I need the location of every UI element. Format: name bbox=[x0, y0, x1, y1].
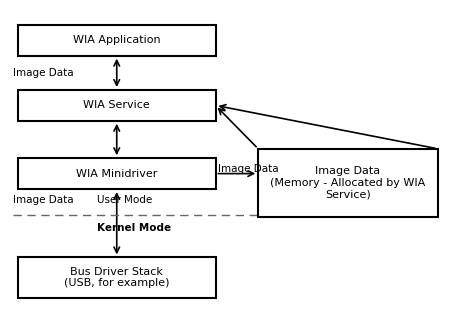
Text: Image Data
(Memory - Allocated by WIA
Service): Image Data (Memory - Allocated by WIA Se… bbox=[270, 166, 426, 200]
FancyBboxPatch shape bbox=[258, 149, 438, 217]
Text: WIA Service: WIA Service bbox=[84, 100, 150, 110]
Text: Image Data: Image Data bbox=[13, 195, 74, 205]
Text: Bus Driver Stack
(USB, for example): Bus Driver Stack (USB, for example) bbox=[64, 267, 169, 288]
Text: WIA Application: WIA Application bbox=[73, 35, 161, 45]
Text: User Mode: User Mode bbox=[97, 195, 152, 205]
FancyBboxPatch shape bbox=[18, 90, 216, 121]
FancyBboxPatch shape bbox=[18, 257, 216, 298]
Text: WIA Minidriver: WIA Minidriver bbox=[76, 169, 158, 179]
Text: Image Data: Image Data bbox=[13, 68, 74, 78]
FancyBboxPatch shape bbox=[18, 158, 216, 189]
Text: Kernel Mode: Kernel Mode bbox=[97, 223, 171, 233]
Text: Image Data: Image Data bbox=[218, 164, 278, 174]
FancyBboxPatch shape bbox=[18, 25, 216, 56]
